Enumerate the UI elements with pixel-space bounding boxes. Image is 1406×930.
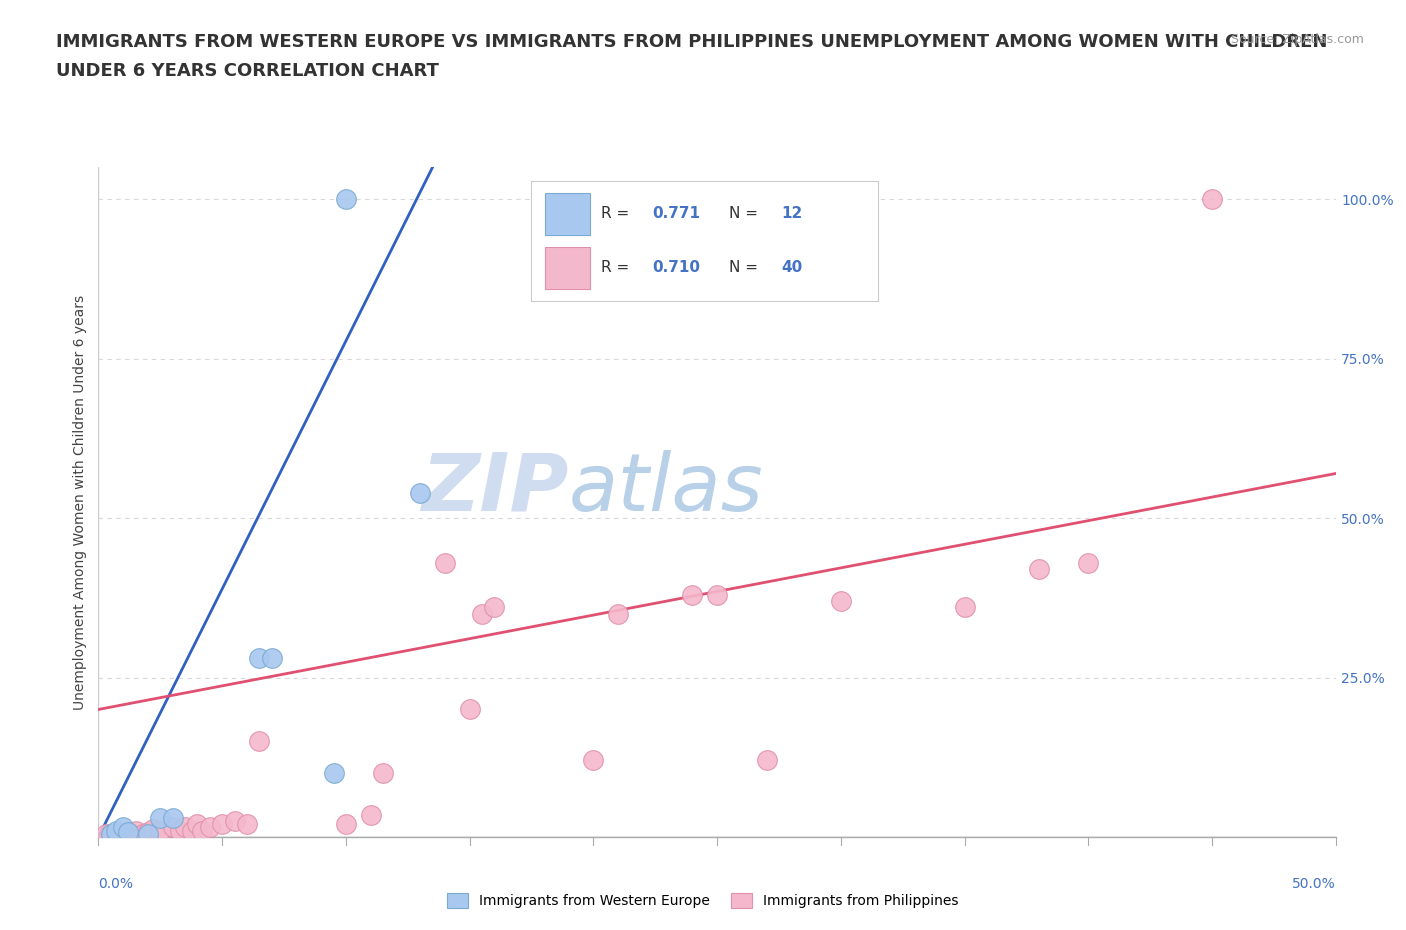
Point bbox=[471, 606, 494, 621]
Point bbox=[100, 828, 122, 843]
Point bbox=[198, 820, 221, 835]
Point bbox=[120, 827, 142, 842]
Point bbox=[260, 651, 283, 666]
Point bbox=[174, 820, 197, 835]
Point bbox=[433, 555, 456, 570]
Point bbox=[1201, 192, 1223, 206]
Point bbox=[211, 817, 233, 831]
Point bbox=[681, 587, 703, 602]
Point bbox=[149, 823, 172, 838]
Legend: Immigrants from Western Europe, Immigrants from Philippines: Immigrants from Western Europe, Immigran… bbox=[441, 888, 965, 914]
Point bbox=[1077, 555, 1099, 570]
Text: 50.0%: 50.0% bbox=[1292, 877, 1336, 891]
Point bbox=[335, 817, 357, 831]
Point bbox=[755, 753, 778, 768]
Point bbox=[360, 807, 382, 822]
Point bbox=[117, 825, 139, 840]
Text: Source: ZipAtlas.com: Source: ZipAtlas.com bbox=[1230, 33, 1364, 46]
Text: UNDER 6 YEARS CORRELATION CHART: UNDER 6 YEARS CORRELATION CHART bbox=[56, 62, 439, 80]
Point bbox=[124, 823, 146, 838]
Point bbox=[458, 702, 481, 717]
Point bbox=[582, 753, 605, 768]
Point bbox=[149, 810, 172, 825]
Point bbox=[706, 587, 728, 602]
Point bbox=[247, 734, 270, 749]
Point bbox=[132, 827, 155, 842]
Point bbox=[236, 817, 259, 831]
Point bbox=[149, 827, 172, 842]
Point bbox=[409, 485, 432, 500]
Point bbox=[136, 825, 159, 840]
Point bbox=[162, 820, 184, 835]
Point bbox=[953, 600, 976, 615]
Point bbox=[484, 600, 506, 615]
Text: atlas: atlas bbox=[568, 450, 763, 528]
Point bbox=[186, 817, 208, 831]
Point bbox=[112, 820, 135, 835]
Point bbox=[100, 827, 122, 842]
Point bbox=[142, 822, 165, 837]
Point bbox=[162, 810, 184, 825]
Text: ZIP: ZIP bbox=[422, 450, 568, 528]
Y-axis label: Unemployment Among Women with Children Under 6 years: Unemployment Among Women with Children U… bbox=[73, 295, 87, 710]
Point bbox=[322, 765, 344, 780]
Point bbox=[104, 823, 127, 838]
Point bbox=[335, 192, 357, 206]
Text: 0.0%: 0.0% bbox=[98, 877, 134, 891]
Point bbox=[371, 765, 394, 780]
Point bbox=[136, 827, 159, 842]
Point bbox=[224, 814, 246, 829]
Point bbox=[181, 823, 204, 838]
Point bbox=[191, 823, 214, 838]
Point bbox=[104, 827, 127, 842]
Point bbox=[247, 651, 270, 666]
Point bbox=[169, 823, 191, 838]
Point bbox=[830, 593, 852, 608]
Point bbox=[1028, 562, 1050, 577]
Point bbox=[607, 606, 630, 621]
Point bbox=[112, 827, 135, 842]
Point bbox=[94, 827, 117, 842]
Text: IMMIGRANTS FROM WESTERN EUROPE VS IMMIGRANTS FROM PHILIPPINES UNEMPLOYMENT AMONG: IMMIGRANTS FROM WESTERN EUROPE VS IMMIGR… bbox=[56, 33, 1327, 50]
Point bbox=[117, 825, 139, 840]
